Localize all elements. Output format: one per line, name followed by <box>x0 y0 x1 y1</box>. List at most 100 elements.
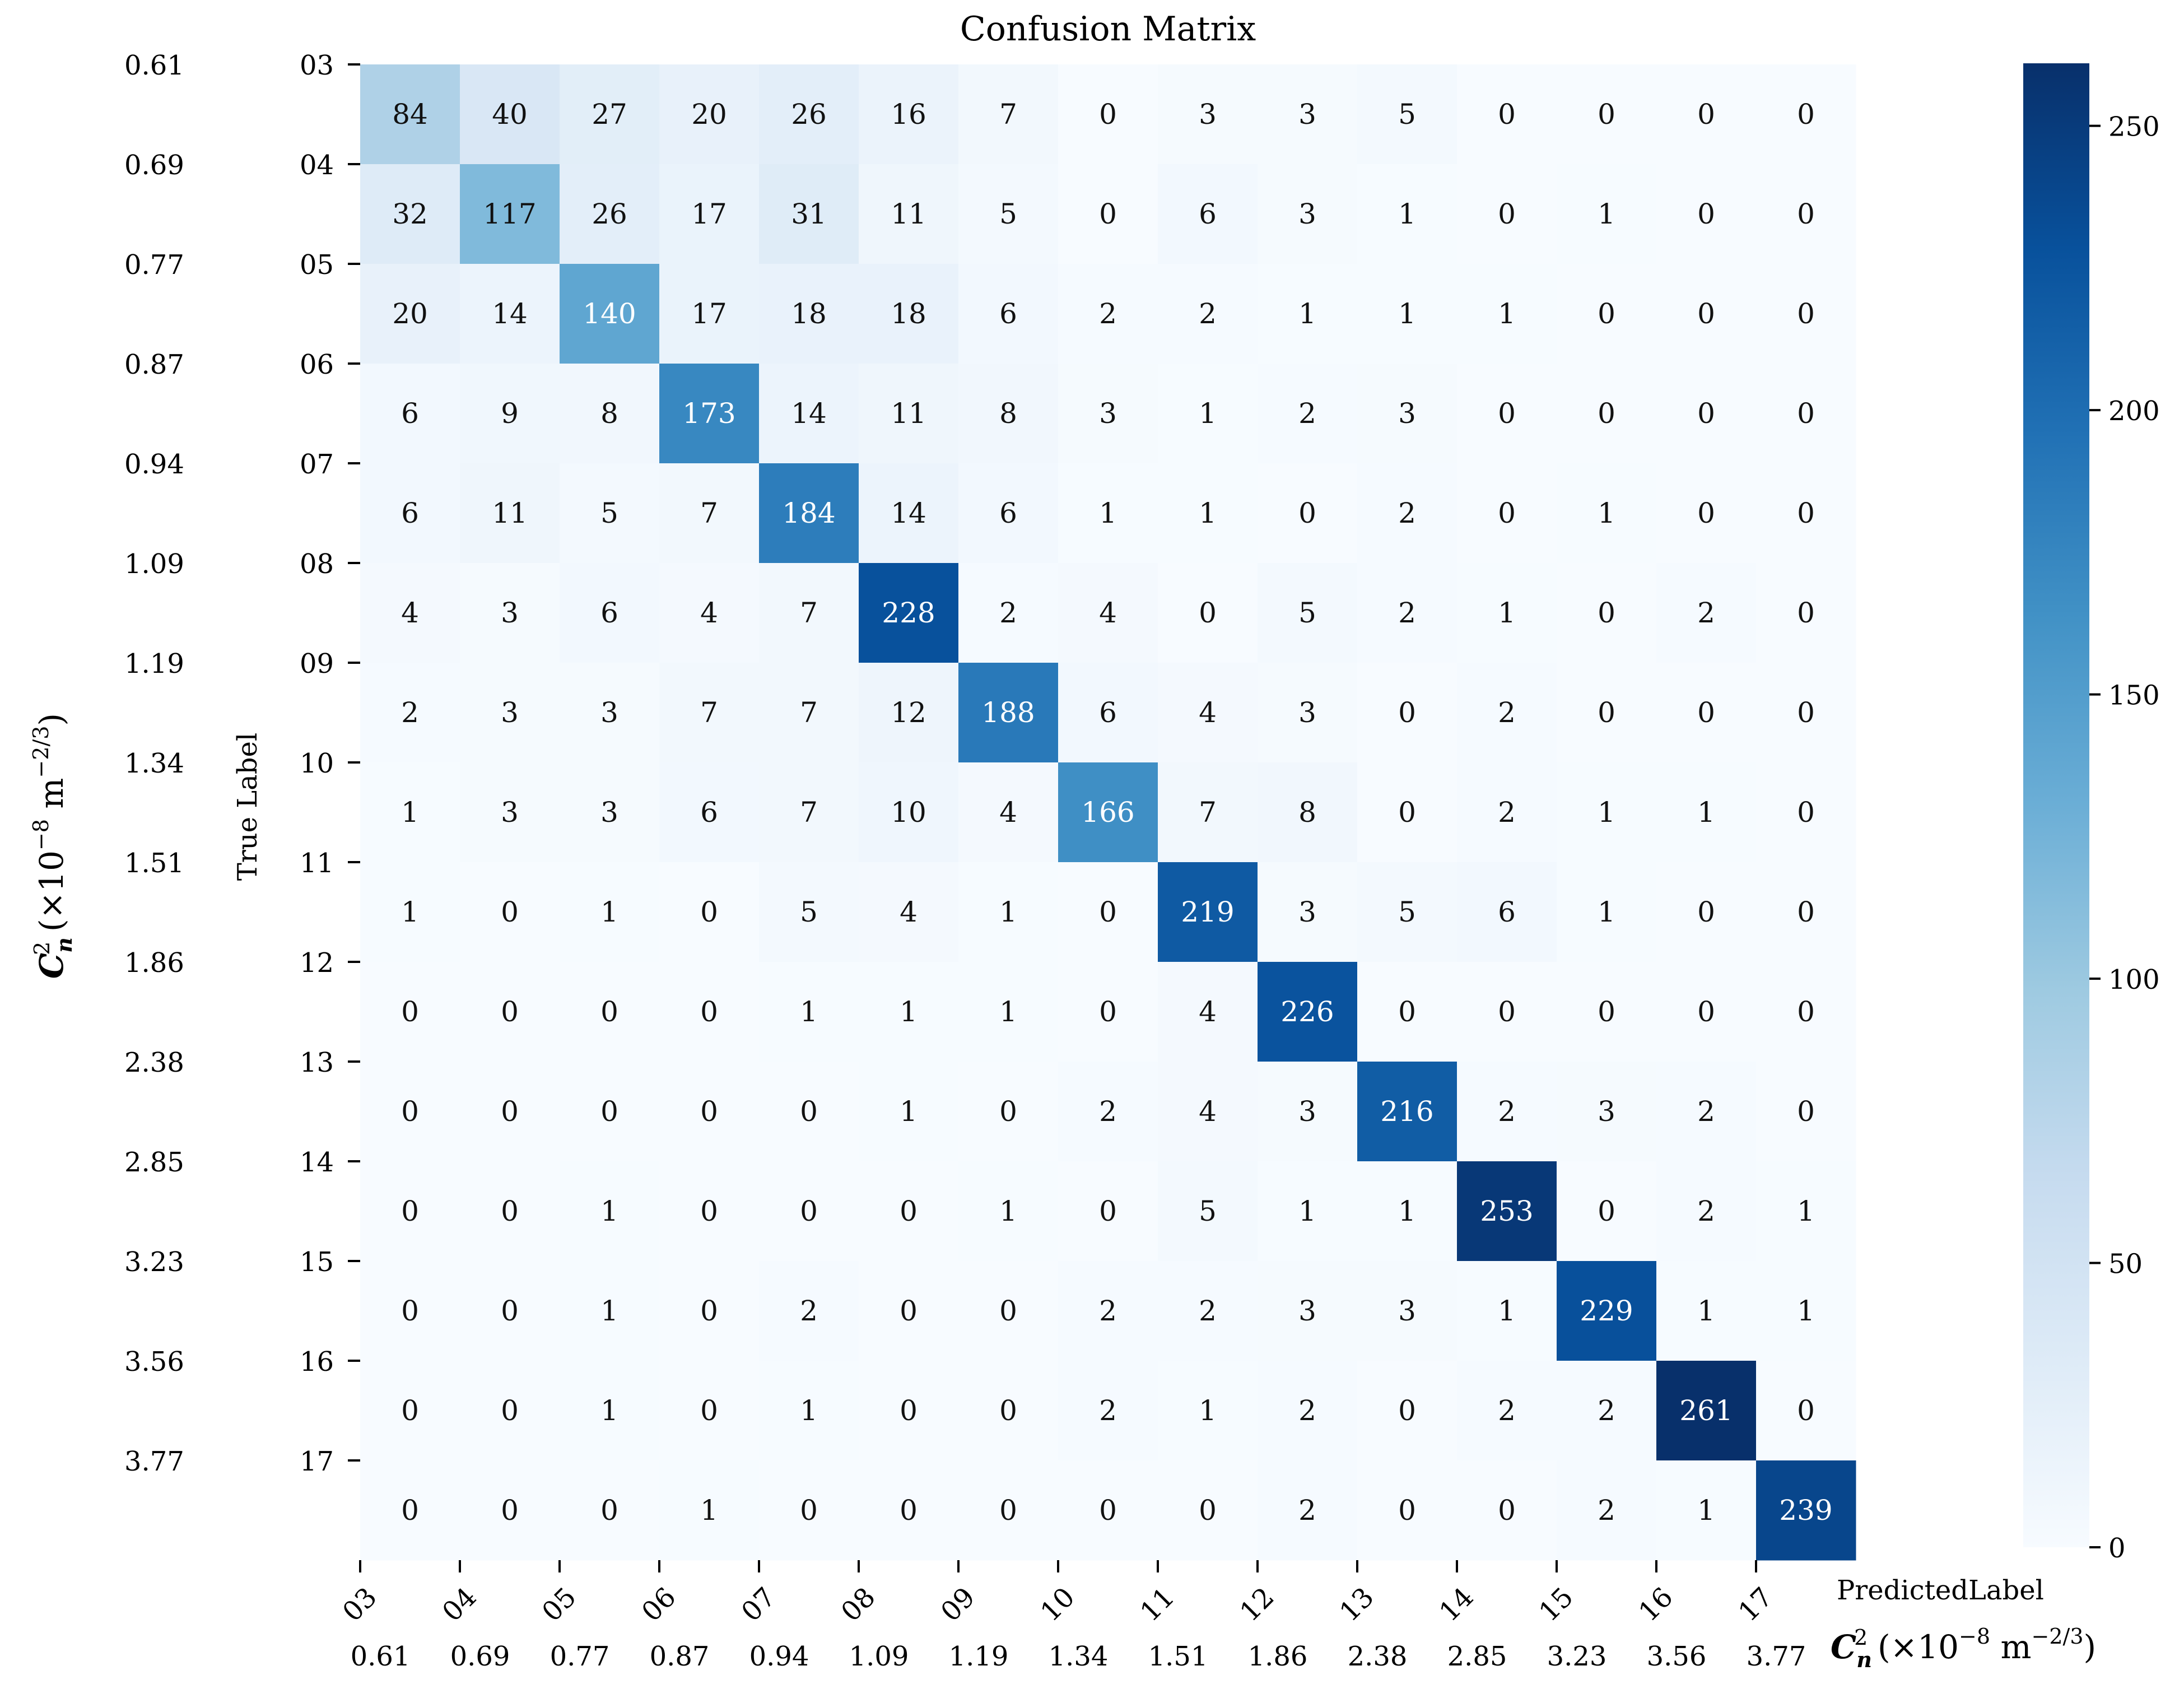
cell-12-07 <box>759 962 859 1062</box>
cell-16-17 <box>1756 1361 1856 1461</box>
x-cn2-value-08: 1.09 <box>849 1641 909 1672</box>
x-tick-label-10: 10 <box>1035 1581 1081 1628</box>
cell-07-17 <box>1756 463 1856 564</box>
cell-value-13-11: 4 <box>1199 1095 1217 1128</box>
cell-11-17 <box>1756 862 1856 962</box>
cell-value-16-05: 1 <box>600 1394 618 1427</box>
cell-value-03-07: 26 <box>791 98 827 131</box>
cell-15-04 <box>460 1261 560 1361</box>
cell-value-16-07: 1 <box>800 1394 818 1427</box>
cell-value-05-08: 18 <box>891 297 926 330</box>
cell-05-07 <box>759 264 859 364</box>
cell-value-08-11: 0 <box>1199 597 1217 629</box>
cell-06-15 <box>1557 364 1657 464</box>
cell-17-17 <box>1756 1460 1856 1561</box>
cell-14-03 <box>360 1161 460 1262</box>
cell-value-17-15: 2 <box>1598 1494 1615 1527</box>
cell-08-16 <box>1656 563 1757 663</box>
cell-value-11-05: 1 <box>600 896 618 928</box>
cell-value-07-17: 0 <box>1797 497 1815 529</box>
cell-value-07-10: 1 <box>1099 497 1117 529</box>
cell-value-05-13: 1 <box>1398 297 1416 330</box>
cell-value-15-06: 0 <box>700 1295 718 1327</box>
cell-value-15-04: 0 <box>501 1295 519 1327</box>
cell-16-08 <box>859 1361 959 1461</box>
y-tick-label-08: 08 <box>300 548 334 580</box>
cell-value-04-05: 26 <box>592 198 627 230</box>
cell-value-05-10: 2 <box>1099 297 1117 330</box>
cell-value-12-15: 0 <box>1598 995 1615 1028</box>
cell-10-17 <box>1756 762 1856 863</box>
chart-title: Confusion Matrix <box>960 10 1256 49</box>
cell-17-14 <box>1457 1460 1557 1561</box>
x-tick-label-06: 06 <box>636 1581 682 1628</box>
cell-09-04 <box>460 663 560 763</box>
cell-value-08-06: 4 <box>700 597 718 629</box>
cell-value-06-13: 3 <box>1398 397 1416 430</box>
cell-value-08-05: 6 <box>600 597 618 629</box>
cell-06-05 <box>560 364 660 464</box>
cell-16-05 <box>560 1361 660 1461</box>
y-tick-label-15: 15 <box>300 1246 334 1278</box>
x-tick-label-14: 14 <box>1433 1581 1480 1628</box>
y-cn2-value-14: 2.85 <box>124 1147 184 1178</box>
cell-08-13 <box>1357 563 1457 663</box>
cell-06-06 <box>659 364 760 464</box>
cell-value-05-05: 140 <box>583 297 636 330</box>
cell-value-10-07: 7 <box>800 796 818 829</box>
cell-12-06 <box>659 962 760 1062</box>
x-cn2-value-07: 0.94 <box>749 1641 809 1672</box>
cell-value-13-16: 2 <box>1697 1095 1715 1128</box>
cell-value-12-07: 1 <box>800 995 818 1028</box>
x-cn2-value-09: 1.19 <box>949 1641 1009 1672</box>
cell-value-03-14: 0 <box>1498 98 1516 131</box>
cell-value-11-07: 5 <box>800 896 818 928</box>
x-cn2-value-06: 0.87 <box>650 1641 710 1672</box>
cell-value-04-06: 17 <box>691 198 727 230</box>
cell-12-14 <box>1457 962 1557 1062</box>
cell-value-17-12: 2 <box>1298 1494 1316 1527</box>
cell-15-03 <box>360 1261 460 1361</box>
cell-value-04-04: 117 <box>483 198 536 230</box>
x-tick-label-07: 07 <box>735 1581 782 1628</box>
cell-value-15-13: 3 <box>1398 1295 1416 1327</box>
cell-value-04-07: 31 <box>791 198 827 230</box>
cell-14-17 <box>1756 1161 1856 1262</box>
cell-15-16 <box>1656 1261 1757 1361</box>
cell-value-10-17: 0 <box>1797 796 1815 829</box>
cell-value-07-13: 2 <box>1398 497 1416 529</box>
cell-value-05-04: 14 <box>492 297 528 330</box>
y-tick-label-13: 13 <box>300 1047 334 1078</box>
cell-value-06-12: 2 <box>1298 397 1316 430</box>
cell-value-10-14: 2 <box>1498 796 1516 829</box>
cell-value-14-11: 5 <box>1199 1195 1217 1227</box>
cell-value-13-14: 2 <box>1498 1095 1516 1128</box>
y-cn2-value-05: 0.77 <box>124 249 184 281</box>
cell-03-06 <box>659 64 760 165</box>
cell-17-09 <box>958 1460 1059 1561</box>
cell-value-12-05: 0 <box>600 995 618 1028</box>
cell-value-04-13: 1 <box>1398 198 1416 230</box>
cell-04-05 <box>560 164 660 264</box>
cell-value-07-09: 6 <box>999 497 1017 529</box>
cell-value-13-09: 0 <box>999 1095 1017 1128</box>
cell-04-10 <box>1058 164 1158 264</box>
cell-06-03 <box>360 364 460 464</box>
cell-06-17 <box>1756 364 1856 464</box>
cell-value-11-04: 0 <box>501 896 519 928</box>
x-cn2-value-17: 3.77 <box>1747 1641 1806 1672</box>
x-tick-label-16: 16 <box>1633 1581 1679 1628</box>
cell-value-11-08: 4 <box>900 896 918 928</box>
y-tick-label-10: 10 <box>300 748 334 779</box>
cell-05-04 <box>460 264 560 364</box>
cell-09-03 <box>360 663 460 763</box>
cell-value-12-08: 1 <box>900 995 918 1028</box>
cell-12-16 <box>1656 962 1757 1062</box>
cell-13-17 <box>1756 1062 1856 1162</box>
cell-07-03 <box>360 463 460 564</box>
cell-value-04-12: 3 <box>1298 198 1316 230</box>
colorbar-tick-label-100: 100 <box>2108 964 2160 995</box>
cell-14-07 <box>759 1161 859 1262</box>
cell-value-06-04: 9 <box>501 397 519 430</box>
cell-value-17-09: 0 <box>999 1494 1017 1527</box>
